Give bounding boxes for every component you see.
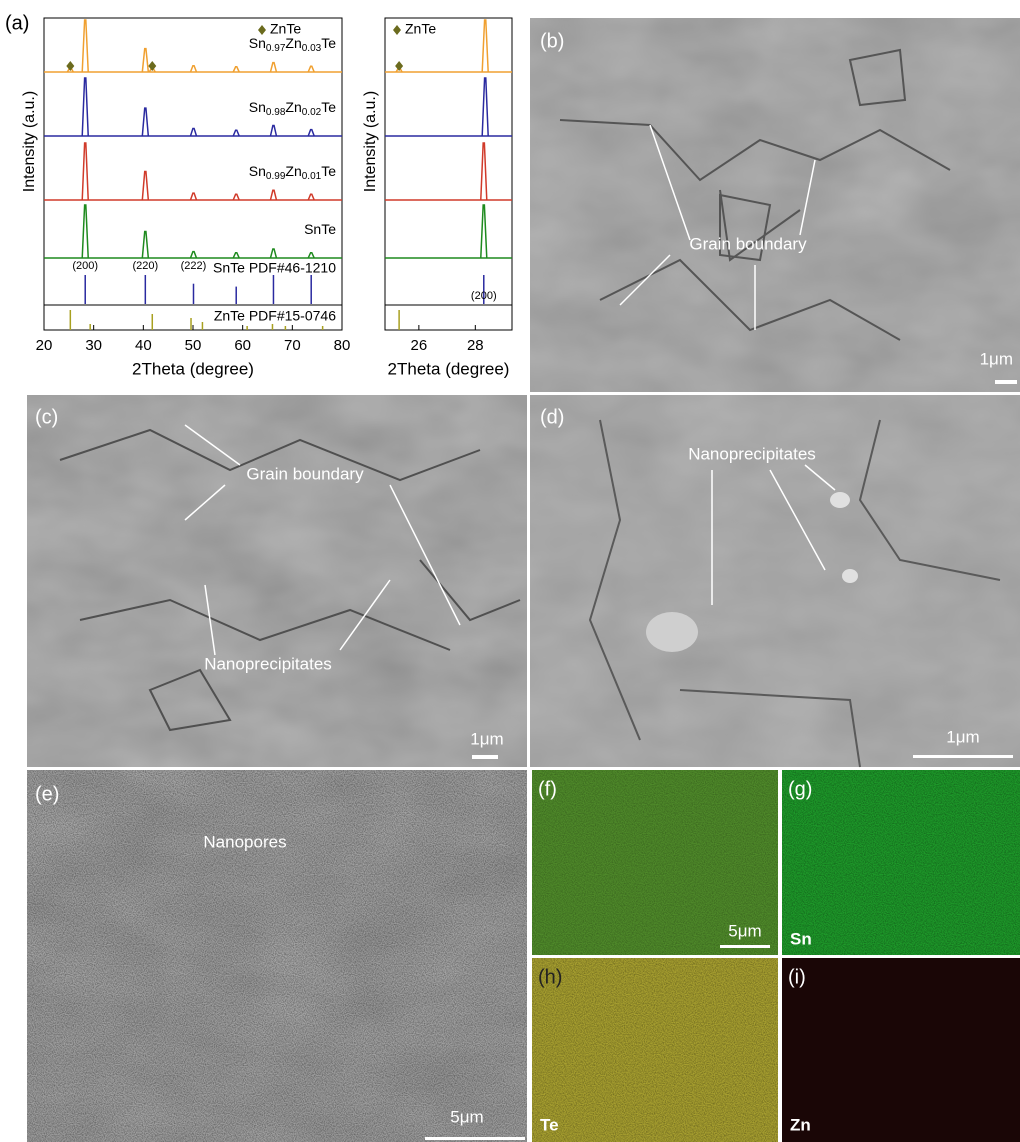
peak — [270, 190, 276, 200]
peak — [82, 205, 88, 258]
x-tick-label: 80 — [334, 337, 351, 354]
annotation: Grain boundary — [246, 464, 364, 483]
reference-label: ZnTe PDF#15-0746 — [214, 308, 336, 324]
x-tick-label: 30 — [85, 337, 102, 354]
peak-index: (200) — [72, 260, 98, 272]
peak — [308, 253, 314, 258]
scale-label: 5μm — [450, 1107, 483, 1126]
peak — [482, 20, 488, 72]
peak — [190, 193, 196, 200]
peak — [142, 172, 148, 201]
y-axis-label: Intensity (a.u.) — [362, 91, 379, 192]
scale-label: 1μm — [470, 729, 503, 748]
scale-label: 5μm — [728, 921, 761, 940]
panel-label: (g) — [788, 778, 812, 800]
peak — [82, 20, 88, 72]
peak — [190, 128, 196, 136]
peak-index: (222) — [181, 260, 207, 272]
scale-label: 1μm — [980, 349, 1013, 368]
peak — [233, 67, 239, 72]
annotation: Grain boundary — [689, 234, 807, 253]
peak — [482, 78, 488, 136]
panel-label: (i) — [788, 966, 806, 988]
peak — [82, 143, 88, 200]
sem-images — [27, 18, 1020, 1142]
panel-label: (h) — [538, 966, 562, 988]
scale-label: 1μm — [946, 727, 979, 746]
figure: (b) Grain boundary 1μm (c) Grain boundar… — [0, 0, 1020, 1142]
panel-label: (c) — [35, 406, 58, 428]
series-label: Sn0.99Zn0.01Te — [249, 163, 336, 182]
legend-marker — [393, 25, 401, 35]
peak — [142, 49, 148, 72]
peak — [82, 78, 88, 136]
x-tick-label: 26 — [411, 337, 428, 354]
peak — [233, 130, 239, 136]
eds-noise — [782, 770, 1020, 955]
peak — [190, 66, 196, 72]
x-tick-label: 50 — [185, 337, 202, 354]
legend-marker — [258, 25, 266, 35]
annotation: Nanoprecipitates — [688, 444, 816, 463]
peak — [142, 232, 148, 259]
marker — [66, 61, 74, 71]
series-label: Sn0.98Zn0.02Te — [249, 99, 336, 118]
plot-frame — [385, 18, 512, 330]
marker — [395, 61, 403, 71]
particle — [830, 492, 850, 508]
peak — [270, 126, 276, 136]
element-label: Te — [540, 1115, 559, 1134]
peak — [233, 253, 239, 258]
eds-noise — [532, 958, 778, 1142]
series-label: Sn0.97Zn0.03Te — [249, 35, 336, 54]
peak — [308, 194, 314, 200]
peak — [233, 194, 239, 200]
peak-index: (220) — [132, 260, 158, 272]
y-axis-label: Intensity (a.u.) — [21, 91, 38, 192]
legend-label: ZnTe — [405, 21, 436, 37]
particle — [646, 612, 698, 652]
peak — [308, 130, 314, 136]
peak — [190, 252, 196, 258]
sem-texture — [530, 18, 1020, 392]
element-label: Sn — [790, 929, 812, 948]
annotation: Nanopores — [203, 832, 286, 851]
x-tick-label: 70 — [284, 337, 301, 354]
x-tick-label: 40 — [135, 337, 152, 354]
reference-label: SnTe PDF#46-1210 — [213, 260, 336, 276]
x-tick-label: 60 — [234, 337, 251, 354]
particle — [842, 569, 858, 583]
eds-i — [782, 958, 1020, 1142]
pores — [27, 770, 527, 1142]
marker — [148, 61, 156, 71]
panel-label: (a) — [5, 12, 29, 34]
x-axis-label: 2Theta (degree) — [388, 359, 510, 378]
annotation: Nanoprecipitates — [204, 654, 332, 673]
panel-label: (d) — [540, 406, 564, 428]
x-tick-label: 28 — [467, 337, 484, 354]
peak — [270, 63, 276, 72]
panel-label: (b) — [540, 30, 564, 52]
peak — [308, 66, 314, 72]
series-label: SnTe — [304, 221, 336, 237]
legend-label: ZnTe — [270, 21, 301, 37]
x-axis-label: 2Theta (degree) — [132, 359, 254, 378]
peak-index: (200) — [471, 290, 497, 302]
panel-label: (e) — [35, 783, 59, 805]
peak — [270, 249, 276, 258]
peak — [481, 143, 487, 200]
peak — [142, 108, 148, 136]
peak — [481, 205, 487, 258]
element-label: Zn — [790, 1115, 811, 1134]
x-tick-label: 20 — [36, 337, 53, 354]
panel-label: (f) — [538, 778, 557, 800]
